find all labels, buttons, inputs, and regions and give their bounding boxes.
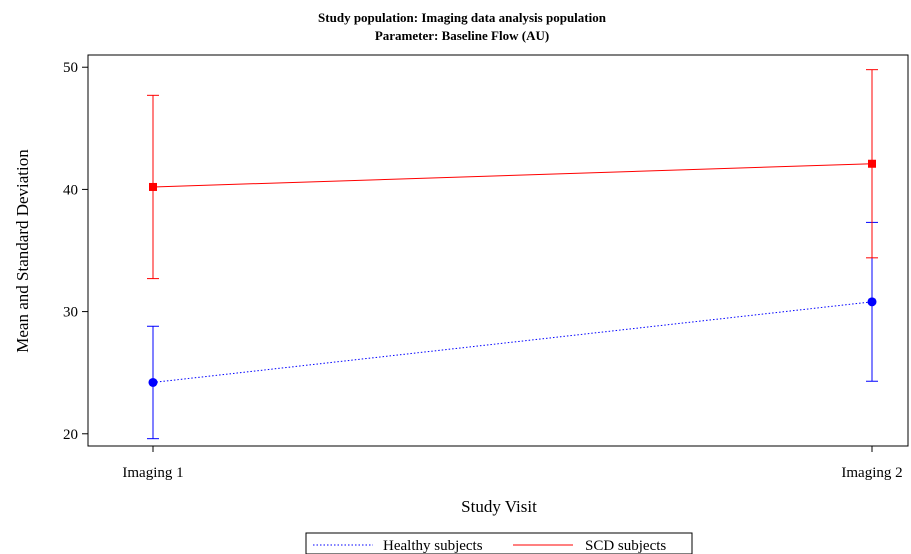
plot-frame — [87, 54, 909, 447]
data-point — [148, 377, 158, 387]
x-tick-label: Imaging 2 — [841, 465, 902, 481]
x-axis-label: Study Visit — [461, 497, 537, 516]
series-line — [152, 163, 873, 188]
series-layer — [147, 69, 878, 440]
legend-label-scd: SCD subjects — [585, 538, 666, 554]
data-point — [867, 297, 877, 307]
y-tick-label: 30 — [63, 305, 78, 321]
x-axis: Imaging 1 Imaging 2 — [122, 446, 903, 481]
data-point — [149, 182, 157, 191]
x-tick-label: Imaging 1 — [122, 465, 183, 481]
legend: Healthy subjects SCD subjects — [305, 532, 693, 554]
y-tick-label: 50 — [63, 60, 78, 76]
series-scd — [147, 69, 878, 280]
legend-label-healthy: Healthy subjects — [383, 538, 483, 554]
y-axis: 20 30 40 50 — [63, 60, 88, 443]
y-tick-label: 20 — [63, 427, 78, 443]
chart-subtitle: Parameter: Baseline Flow (AU) — [375, 28, 549, 43]
legend-box — [305, 532, 693, 554]
series-healthy — [147, 221, 878, 440]
series-line — [152, 301, 873, 383]
data-point — [868, 159, 876, 168]
y-axis-label: Mean and Standard Deviation — [13, 149, 32, 353]
y-tick-label: 40 — [63, 182, 78, 198]
chart-title: Study population: Imaging data analysis … — [318, 10, 607, 25]
